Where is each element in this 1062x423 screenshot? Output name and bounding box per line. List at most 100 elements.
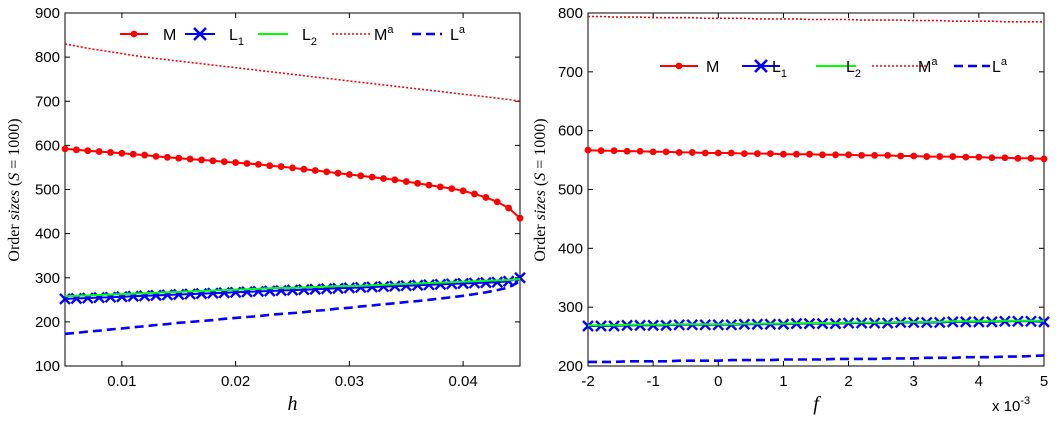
data-point — [767, 150, 774, 158]
legend: M L1 L2 Ma La — [120, 24, 466, 48]
series-line — [588, 354, 1045, 364]
y-tick-label: 400 — [558, 240, 583, 257]
series-M-a — [64, 43, 521, 103]
legend-label: Ma — [374, 24, 394, 44]
data-point — [988, 154, 996, 162]
x-tick-label: -1 — [646, 373, 659, 390]
data-point — [175, 154, 183, 162]
data-point — [688, 149, 696, 156]
data-point — [780, 150, 787, 158]
data-point — [910, 152, 918, 160]
data-point — [423, 278, 435, 291]
data-point — [714, 149, 722, 157]
y-tick-label: 200 — [35, 314, 60, 331]
x-exponent-label: x 10-3 — [992, 395, 1030, 415]
data-point — [832, 151, 839, 159]
left-chart-panel: 100 200 300 400 500 600 700 800 900 0.01 0.02 0.03 0… — [6, 5, 526, 415]
data-point — [209, 157, 217, 165]
data-point — [1014, 154, 1022, 162]
data-point — [354, 281, 367, 294]
data-point — [118, 149, 126, 157]
data-point — [163, 153, 171, 161]
data-point — [819, 151, 826, 159]
data-point — [345, 171, 353, 178]
x-tick-label: 3 — [910, 373, 918, 390]
x-tick-label: 0.03 — [335, 373, 364, 390]
legend-marker — [130, 30, 138, 38]
data-point — [806, 150, 813, 158]
series-line — [588, 319, 1044, 327]
data-point — [1027, 154, 1035, 162]
data-point — [727, 149, 735, 157]
y-tick-label: 800 — [35, 49, 60, 66]
y-tick-label: 900 — [35, 5, 60, 22]
data-point — [482, 194, 490, 201]
data-point — [675, 149, 683, 156]
data-point — [457, 277, 469, 290]
series-M — [584, 146, 1048, 163]
data-point — [320, 282, 333, 295]
data-point — [266, 162, 274, 170]
series-line — [588, 15, 1044, 23]
data-point — [286, 284, 299, 296]
data-point — [858, 151, 865, 159]
data-point — [389, 280, 401, 292]
x-tick-label: -2 — [581, 373, 594, 390]
series-line — [64, 278, 521, 298]
data-point — [332, 282, 344, 295]
y-tick-label: 600 — [558, 123, 583, 140]
data-point — [480, 276, 492, 289]
data-point — [962, 153, 970, 161]
data-point — [445, 278, 458, 290]
x-tick-label: 0 — [714, 373, 722, 390]
y-tick-label: 300 — [558, 299, 583, 316]
data-point — [366, 281, 378, 293]
data-point — [516, 214, 524, 222]
data-point — [636, 147, 644, 155]
data-point — [198, 156, 205, 164]
data-point — [471, 190, 478, 198]
data-point — [254, 160, 262, 168]
legend-marker — [193, 27, 207, 41]
y-tick-label: 700 — [35, 93, 60, 110]
data-point — [740, 150, 748, 158]
data-point — [300, 165, 308, 173]
data-point — [505, 204, 513, 212]
plot-frame — [587, 12, 1045, 367]
legend-label: M — [706, 59, 719, 76]
data-point — [377, 280, 390, 293]
x-tick-label: 5 — [1040, 373, 1048, 390]
x-tick-label: 0.02 — [221, 373, 250, 390]
y-tick-label: 500 — [35, 182, 60, 199]
y-tick-label: 800 — [558, 5, 583, 22]
legend-label: M — [163, 27, 176, 44]
x-tick-label: 0.01 — [107, 373, 136, 390]
data-point — [434, 278, 447, 291]
data-point — [975, 153, 983, 161]
series-L2 — [64, 278, 521, 298]
data-point — [493, 198, 501, 206]
data-point — [923, 153, 931, 160]
data-point — [662, 148, 670, 156]
legend-label: La — [992, 56, 1008, 76]
data-point — [298, 283, 310, 296]
data-point — [152, 153, 160, 160]
data-point — [468, 277, 481, 289]
data-point — [597, 147, 605, 155]
data-point — [402, 178, 410, 185]
data-point — [610, 147, 618, 155]
data-point — [232, 159, 240, 166]
data-point — [334, 169, 342, 177]
data-point — [129, 150, 137, 158]
data-point — [871, 151, 879, 159]
data-point — [1038, 316, 1050, 328]
data-point — [141, 151, 149, 159]
data-point — [343, 282, 356, 294]
legend-label: L1 — [772, 59, 787, 80]
data-point — [1001, 154, 1009, 162]
data-point — [897, 152, 905, 160]
x-tick-label: 1 — [779, 373, 787, 390]
data-point — [72, 146, 80, 154]
data-point — [936, 153, 944, 160]
